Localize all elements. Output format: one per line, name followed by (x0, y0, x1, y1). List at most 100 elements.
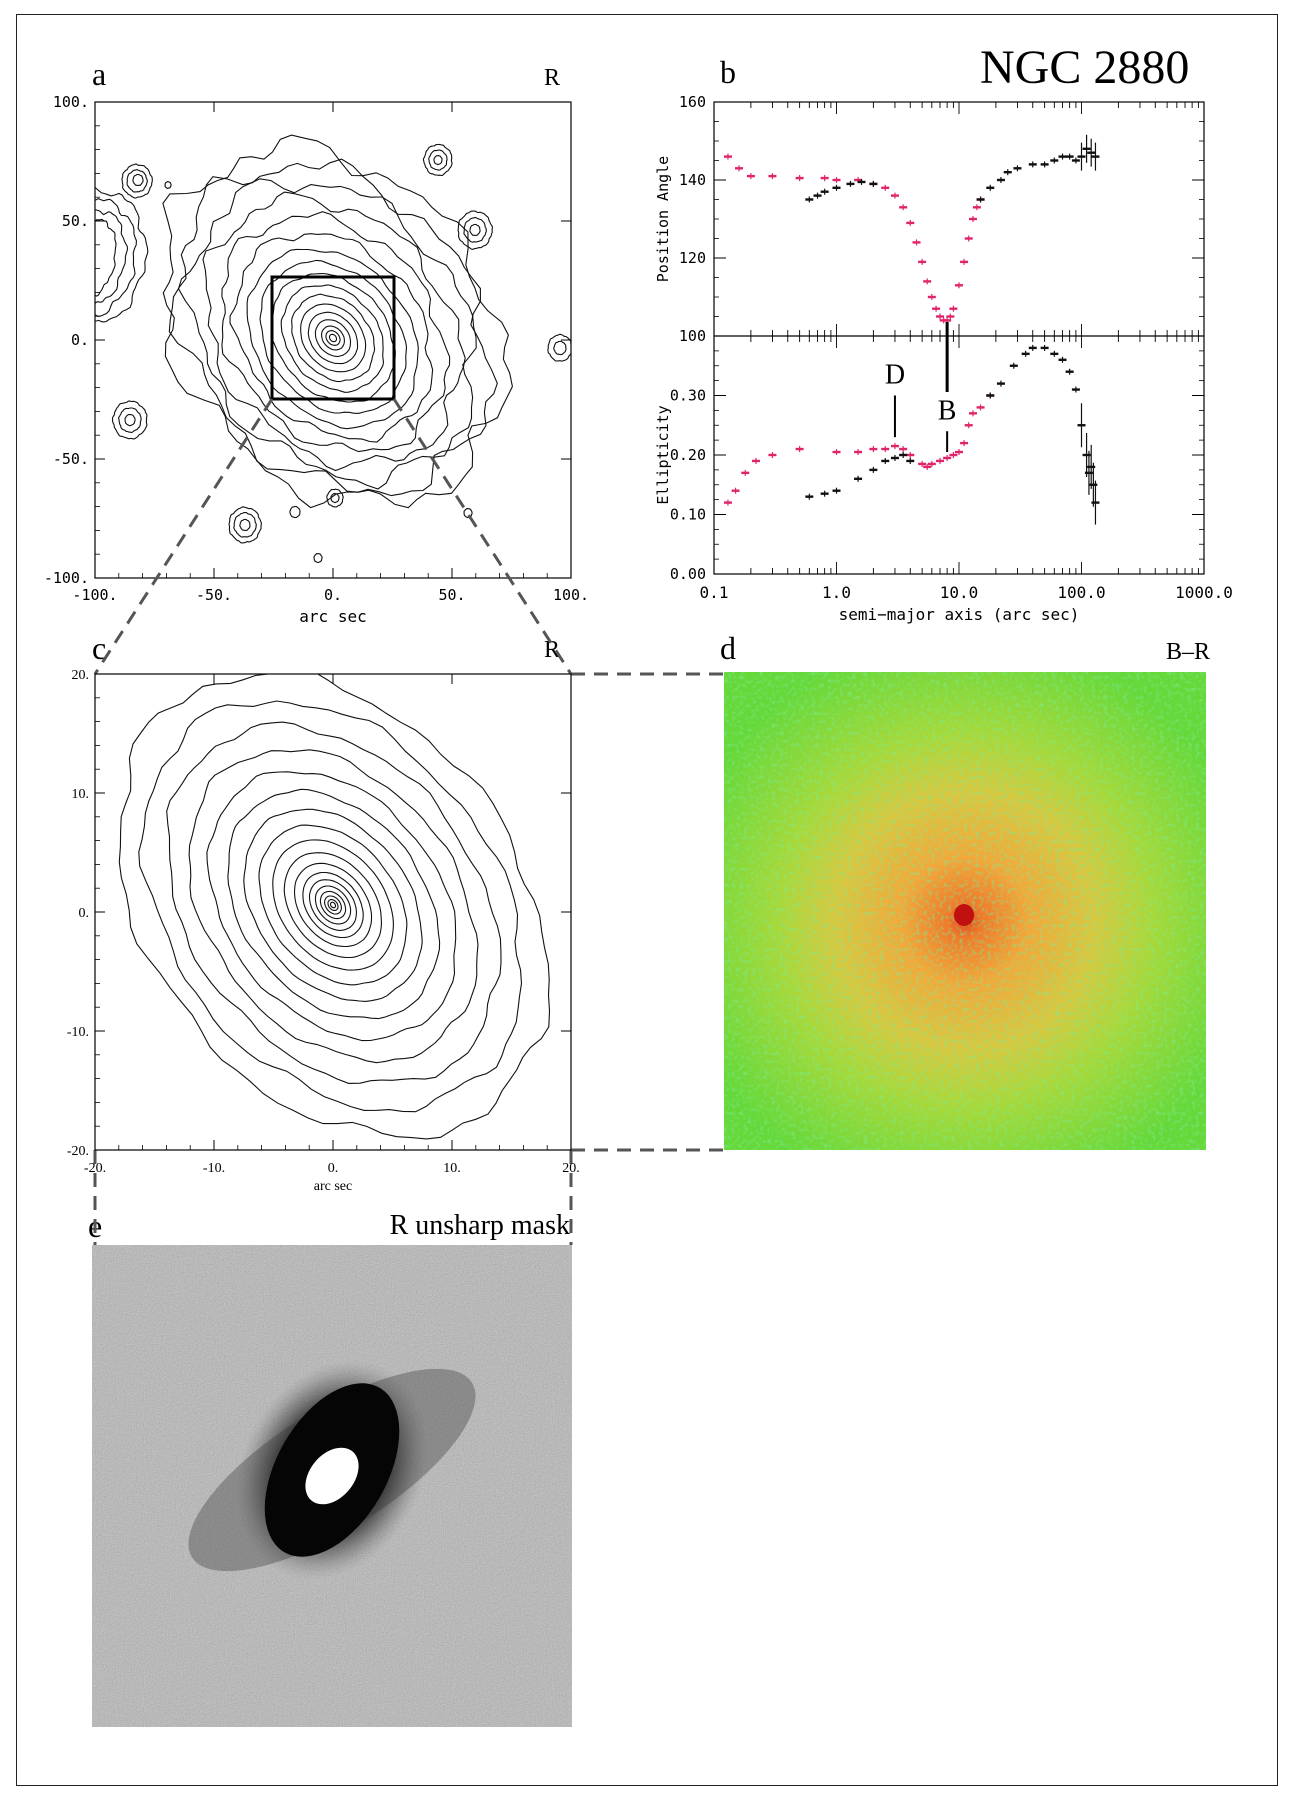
edge-contour (95, 218, 117, 297)
star-contour (164, 181, 172, 190)
contour-line (227, 788, 441, 1020)
star-contour (233, 512, 257, 538)
y-tick-label: 160 (679, 93, 706, 111)
contour-line (272, 839, 394, 971)
x-tick-label: 0.1 (700, 583, 729, 602)
contour-line (308, 879, 357, 931)
x-tick-label: -20. (84, 1161, 106, 1176)
panel-d-label: d (720, 630, 736, 666)
contour-line (177, 178, 477, 490)
color-center (954, 904, 974, 926)
contour-line (307, 311, 359, 365)
star-contour (422, 143, 453, 177)
star-contour (124, 413, 136, 427)
y-tick-label: 120 (679, 249, 706, 267)
x-tick-label: 100. (553, 586, 589, 604)
panel-a-band: R (543, 65, 560, 91)
figure-title: NGC 2880 (980, 41, 1190, 94)
x-tick-label: 0. (328, 1161, 339, 1176)
star-contour (547, 333, 571, 362)
star-contour (326, 488, 344, 508)
contour-line (166, 721, 502, 1084)
contour-line (280, 284, 385, 393)
x-tick-label: 0. (324, 586, 342, 604)
contour-line (328, 333, 338, 343)
edge-contour (95, 209, 129, 305)
contour-line (118, 674, 551, 1140)
x-tick-label: 20. (562, 1161, 580, 1176)
contour-line (329, 901, 337, 909)
y-tick-label: 20. (72, 668, 90, 683)
panel-d-band: B–R (1165, 639, 1210, 665)
y-tick-label: -10. (67, 1025, 89, 1040)
y-axis-label: Position Angle (654, 156, 672, 282)
y-tick-label: 140 (679, 171, 706, 189)
panel-c-contour-plot: -20. 20. -10. 10. 0. 0. 10. -10. 20. -20. (67, 668, 580, 1176)
contour-line (324, 895, 342, 915)
x-axis-label: semi−major axis (arc sec) (839, 605, 1080, 624)
x-tick-label: 100.0 (1057, 583, 1105, 602)
star-contour (239, 518, 251, 532)
x-tick-label: -100. (72, 586, 117, 604)
panel-a-contour-plot: -100. 100. -50. 50. 0. 0. 50. -50. 100. -100. (44, 93, 589, 604)
contour-line (229, 233, 434, 443)
y-tick-label: 100 (679, 327, 706, 345)
contour-line (283, 852, 382, 959)
contour-line (325, 330, 341, 346)
contour-line (168, 158, 498, 497)
star-contour (553, 340, 567, 356)
star-contour (469, 223, 481, 237)
contour-line (188, 749, 479, 1064)
y-tick-label: 10. (72, 787, 90, 802)
x-tick-label: 50. (438, 586, 465, 604)
panel-d-color-map (724, 672, 1206, 1150)
star-contour (428, 149, 448, 171)
contour-line (206, 771, 457, 1042)
contour-line (293, 862, 373, 948)
contour-line (327, 899, 339, 911)
contour-line (314, 319, 352, 358)
x-tick-label: 10.0 (940, 583, 979, 602)
y-tick-label: 0. (79, 906, 90, 921)
edge-contour (95, 186, 149, 323)
y-tick-label: 0. (71, 331, 89, 349)
contour-line (300, 303, 367, 373)
star-contour (330, 492, 340, 504)
contour-line (321, 325, 345, 351)
zoom-box (270, 275, 396, 401)
panel-a-xlabel: arc sec (299, 607, 366, 626)
edge-contour (95, 197, 137, 317)
contour-line (302, 871, 364, 939)
y-tick-label: -20. (67, 1144, 89, 1159)
panel-c-band: R (543, 637, 560, 663)
contour-line (258, 824, 408, 986)
star-contour (463, 216, 487, 243)
contour-line (162, 134, 513, 509)
y-tick-label: 100. (53, 93, 89, 111)
panel-c-label: c (92, 630, 107, 666)
zoom-connectors (93, 398, 724, 1245)
star-contour (111, 400, 148, 440)
panel-b-profile-plot: 100 120 140 160 Position Angle 0.00 0.10 0.20 0.… (654, 93, 1233, 624)
contour-line (243, 808, 423, 1002)
y-tick-label: 0.00 (670, 565, 706, 583)
panel-a-label: a (92, 56, 107, 92)
star-contour (313, 553, 323, 564)
y-tick-label: 0.20 (670, 446, 706, 464)
x-tick-label: 10. (443, 1161, 461, 1176)
star-contour (433, 155, 443, 166)
panel-e-band: R unsharp mask (389, 1210, 570, 1241)
star-contour (126, 169, 148, 193)
y-axis-label: Ellipticity (654, 405, 672, 504)
star-contour (457, 210, 493, 250)
contour-line (138, 700, 523, 1113)
figure-frame (16, 14, 1278, 1786)
star-contour (228, 506, 262, 544)
contour-line (314, 885, 352, 925)
contour-line (291, 293, 376, 383)
contour-line (259, 259, 408, 414)
y-tick-label: -50. (53, 450, 89, 468)
x-tick-label: -10. (203, 1161, 225, 1176)
annotation-D: D (885, 360, 905, 391)
panel-b-label: b (720, 54, 736, 90)
